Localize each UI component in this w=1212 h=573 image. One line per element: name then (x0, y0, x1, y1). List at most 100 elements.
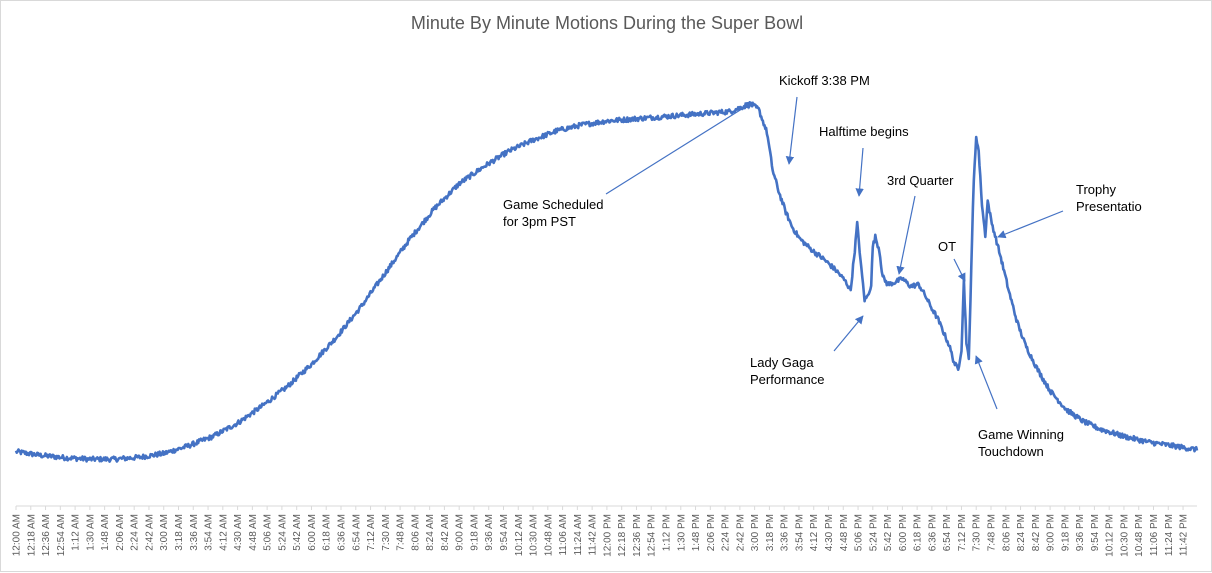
x-tick-label: 1:30 PM (676, 514, 687, 551)
x-tick-label: 3:54 PM (795, 514, 806, 551)
x-tick-label: 12:54 PM (647, 514, 658, 557)
x-tick-label: 1:12 PM (662, 514, 673, 551)
x-tick-label: 7:30 PM (972, 514, 983, 551)
x-tick-label: 1:48 PM (691, 514, 702, 551)
annotation-label: Game Winning (978, 427, 1064, 442)
series-line (14, 101, 1199, 463)
x-tick-label: 2:24 PM (721, 514, 732, 551)
x-tick-label: 2:24 AM (130, 514, 141, 551)
x-tick-label: 2:42 PM (735, 514, 746, 551)
x-tick-label: 9:54 AM (499, 514, 510, 551)
annotation-label: Touchdown (978, 444, 1044, 459)
annotation-group: Kickoff 3:38 PM Halftime begins 3rd Quarte… (503, 73, 1142, 459)
x-tick-label: 12:18 PM (617, 514, 628, 557)
x-tick-label: 9:18 PM (1060, 514, 1071, 551)
annotation-label: Game Scheduled (503, 197, 603, 212)
x-tick-label: 2:06 AM (115, 514, 126, 551)
x-tick-label: 7:48 PM (987, 514, 998, 551)
x-tick-label: 11:06 AM (558, 514, 569, 556)
annotation-arrow (953, 258, 966, 282)
x-tick-label: 5:42 AM (292, 514, 303, 551)
annotation-arrow (833, 315, 864, 352)
x-tick-label: 7:30 AM (381, 514, 392, 551)
x-tick-label: 4:48 AM (248, 514, 259, 551)
x-tick-label: 1:12 AM (71, 514, 82, 551)
annotation-label: for 3pm PST (503, 214, 576, 229)
x-tick-label: 10:12 PM (1105, 514, 1116, 557)
x-tick-label: 3:36 PM (780, 514, 791, 551)
x-tick-label: 3:18 PM (765, 514, 776, 551)
chart-title: Minute By Minute Motions During the Supe… (411, 13, 803, 33)
x-tick-label: 8:06 AM (410, 514, 421, 551)
x-tick-label: 3:00 PM (750, 514, 761, 551)
x-tick-label: 2:06 PM (706, 514, 717, 551)
x-tick-label: 9:00 AM (455, 514, 466, 551)
x-tick-label: 11:24 AM (573, 514, 584, 556)
x-tick-label: 4:12 AM (218, 514, 229, 551)
x-tick-label: 4:30 AM (233, 514, 244, 551)
x-tick-label: 1:30 AM (85, 514, 96, 551)
x-tick-label: 9:00 PM (1046, 514, 1057, 551)
x-tick-label: 4:48 PM (839, 514, 850, 551)
annotation-label: Lady Gaga (750, 355, 814, 370)
x-tick-label: 12:36 PM (632, 514, 643, 557)
annotation-label: Kickoff 3:38 PM (779, 73, 870, 88)
x-tick-label: 11:06 PM (1149, 514, 1160, 556)
x-tick-labels: 12:00 AM 12:18 AM 12:36 AM 12:54 AM 1:12 AM 1… (12, 506, 1190, 557)
x-tick-label: 7:12 PM (957, 514, 968, 551)
x-tick-label: 10:48 AM (543, 514, 554, 556)
x-tick-label: 8:42 PM (1031, 514, 1042, 551)
x-tick-label: 6:54 AM (351, 514, 362, 551)
x-tick-label: 6:18 PM (913, 514, 924, 551)
x-tick-label: 6:36 AM (337, 514, 348, 551)
x-tick-label: 12:00 PM (602, 514, 613, 557)
x-tick-label: 3:54 AM (204, 514, 215, 551)
x-tick-label: 12:18 AM (26, 514, 37, 556)
x-tick-label: 4:30 PM (824, 514, 835, 551)
x-tick-label: 6:54 PM (942, 514, 953, 551)
annotation-arrow (855, 147, 864, 197)
x-tick-label: 10:48 PM (1134, 514, 1145, 557)
annotation-label: OT (938, 239, 956, 254)
x-tick-label: 4:12 PM (809, 514, 820, 551)
x-tick-label: 7:48 AM (396, 514, 407, 551)
annotation-label: Halftime begins (819, 124, 909, 139)
x-tick-label: 6:00 PM (898, 514, 909, 551)
x-tick-label: 8:24 AM (425, 514, 436, 551)
x-tick-label: 6:36 PM (927, 514, 938, 551)
x-tick-label: 8:06 PM (1001, 514, 1012, 551)
x-tick-label: 9:36 AM (484, 514, 495, 551)
annotation-arrow (605, 101, 754, 195)
x-tick-label: 3:36 AM (189, 514, 200, 551)
annotation-label: 3rd Quarter (887, 173, 954, 188)
x-tick-label: 10:30 AM (529, 514, 540, 556)
x-tick-label: 11:42 AM (588, 514, 599, 556)
x-tick-label: 9:18 AM (470, 514, 481, 551)
annotation-label: Presentatio (1076, 199, 1142, 214)
x-tick-label: 12:36 AM (41, 514, 52, 556)
x-tick-label: 9:54 PM (1090, 514, 1101, 551)
x-tick-label: 5:42 PM (883, 514, 894, 551)
annotation-label: Trophy (1076, 182, 1116, 197)
x-tick-label: 10:30 PM (1120, 514, 1131, 557)
x-tick-label: 7:12 AM (366, 514, 377, 551)
x-tick-label: 8:42 AM (440, 514, 451, 551)
x-tick-label: 3:18 AM (174, 514, 185, 551)
x-tick-label: 6:18 AM (322, 514, 333, 551)
annotation-arrow (997, 210, 1064, 239)
annotation-label: Performance (750, 372, 824, 387)
x-tick-label: 9:36 PM (1075, 514, 1086, 551)
x-tick-label: 1:48 AM (100, 514, 111, 551)
x-tick-label: 12:00 AM (12, 514, 23, 556)
x-tick-label: 2:42 AM (145, 514, 156, 551)
x-tick-label: 3:00 AM (159, 514, 170, 551)
x-tick-label: 6:00 AM (307, 514, 318, 551)
x-tick-label: 5:06 AM (263, 514, 274, 551)
series-group (14, 101, 1199, 463)
x-tick-label: 8:24 PM (1016, 514, 1027, 551)
x-tick-label: 5:24 AM (277, 514, 288, 551)
annotation-arrow (974, 355, 998, 410)
x-tick-label: 11:24 PM (1164, 514, 1175, 556)
